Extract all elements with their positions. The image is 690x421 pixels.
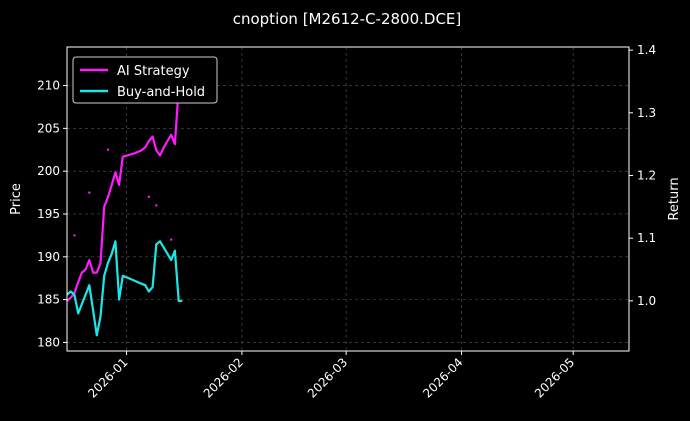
trade-marker <box>147 195 151 199</box>
legend: AI Strategy Buy-and-Hold <box>72 56 218 104</box>
y-axis-label-left: Price <box>9 183 24 215</box>
y-tick-label-right: 1.1 <box>637 231 656 245</box>
x-tick-label: 2026-03 <box>305 355 350 400</box>
grid <box>67 47 629 351</box>
legend-label-ai-strategy: AI Strategy <box>117 64 190 79</box>
x-axis: 2026-01 2026-02 2026-03 2026-04 2026-05 <box>85 351 577 401</box>
x-tick-label: 2026-02 <box>201 355 246 400</box>
x-tick-label: 2026-04 <box>420 355 465 400</box>
x-tick-label: 2026-05 <box>532 355 577 400</box>
x-tick-label: 2026-01 <box>85 355 130 400</box>
y-tick-label-left: 210 <box>37 79 60 93</box>
series-line-buy-and-hold <box>66 240 183 337</box>
y-tick-label-right: 1.0 <box>637 294 656 308</box>
legend-box <box>72 56 218 104</box>
y-tick-label-left: 190 <box>37 250 60 264</box>
series-line-ai-strategy <box>66 71 184 302</box>
chart-title: cnoption [M2612-C-2800.DCE] <box>233 10 462 28</box>
y-axis-label-right: Return <box>667 177 682 220</box>
trade-marker <box>88 191 91 194</box>
trade-marker <box>73 234 76 237</box>
y-tick-label-right: 1.4 <box>637 43 656 57</box>
y-tick-label-right: 1.3 <box>637 106 656 120</box>
trade-marker <box>106 148 110 151</box>
trade-marker <box>155 204 158 207</box>
y-tick-label-left: 205 <box>37 121 60 135</box>
y-axis-left: 180 185 190 195 200 205 210 <box>37 79 67 349</box>
series-lines <box>66 71 184 337</box>
trade-markers <box>73 148 173 241</box>
trade-marker <box>170 238 173 241</box>
plot-frame <box>66 46 630 352</box>
y-tick-label-left: 200 <box>37 164 60 178</box>
y-tick-label-left: 195 <box>37 207 60 221</box>
y-tick-label-left: 185 <box>37 293 60 307</box>
y-tick-label-left: 180 <box>37 335 60 349</box>
y-tick-label-right: 1.2 <box>637 168 656 182</box>
legend-label-buy-and-hold: Buy-and-Hold <box>117 85 205 100</box>
y-axis-right: 1.0 1.1 1.2 1.3 1.4 <box>629 43 656 308</box>
